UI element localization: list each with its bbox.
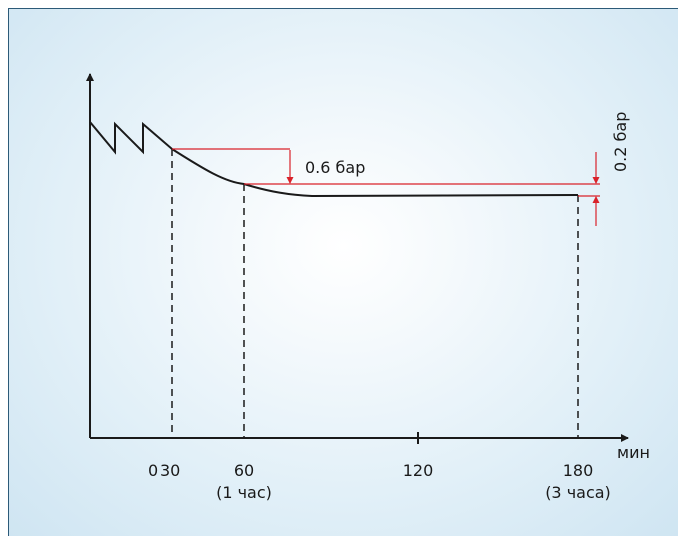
x-tick-label-30: 30 xyxy=(160,461,180,480)
x-tick-label-0: 0 xyxy=(148,461,158,480)
drop-label-02: 0.2 бар xyxy=(611,112,630,172)
x-tick-label-60: 60 xyxy=(234,461,254,480)
x-tick-label-180: 180 xyxy=(563,461,594,480)
x-units-label: мин xyxy=(617,443,650,462)
drop-label-06: 0.6 бар xyxy=(305,158,365,177)
x-tick-sublabel-60: (1 час) xyxy=(216,483,272,502)
diagram-panel xyxy=(8,8,678,536)
x-tick-sublabel-180: (3 часа) xyxy=(545,483,611,502)
pressure-curve xyxy=(89,121,579,198)
x-tick-label-120: 120 xyxy=(403,461,434,480)
